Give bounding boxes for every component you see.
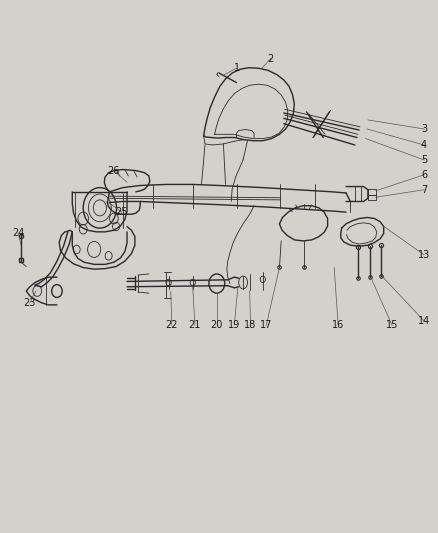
Text: 13: 13 (418, 250, 430, 260)
Text: 23: 23 (24, 298, 36, 308)
Text: 1: 1 (233, 63, 240, 73)
Text: 3: 3 (421, 124, 427, 134)
Text: 15: 15 (386, 320, 398, 330)
Text: 4: 4 (421, 140, 427, 150)
Text: 19: 19 (228, 320, 240, 330)
Text: 14: 14 (418, 316, 430, 326)
Text: 5: 5 (421, 155, 427, 165)
Text: 16: 16 (332, 320, 344, 330)
Text: 21: 21 (189, 320, 201, 330)
Text: 24: 24 (12, 229, 25, 238)
Text: 7: 7 (421, 185, 427, 195)
Text: 26: 26 (108, 166, 120, 175)
Text: 2: 2 (268, 54, 274, 63)
Text: 18: 18 (244, 320, 257, 330)
Text: 17: 17 (260, 320, 272, 330)
Text: 25: 25 (116, 207, 128, 217)
Text: 6: 6 (421, 170, 427, 180)
Text: 22: 22 (166, 320, 178, 330)
Text: 20: 20 (211, 320, 223, 330)
